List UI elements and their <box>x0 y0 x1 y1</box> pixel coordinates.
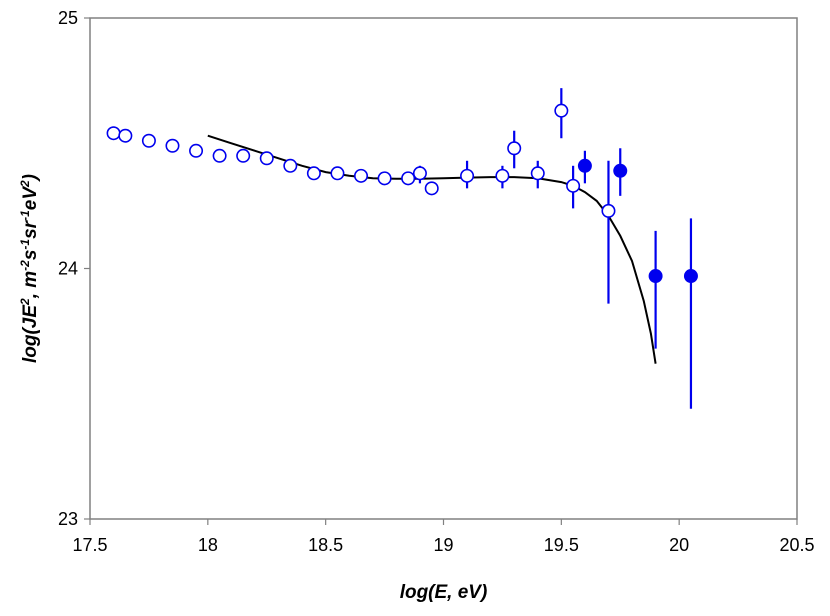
open-data-point <box>401 171 416 186</box>
open-data-point <box>212 148 227 163</box>
x-tick-label: 20 <box>669 535 689 555</box>
y-tick-label: 24 <box>58 259 78 279</box>
y-title-text: , m <box>20 271 41 300</box>
open-data-point <box>306 166 321 181</box>
y-axis-ticks: 23 24 25 <box>58 8 90 529</box>
y-axis-title: log(JE2, m-2s-1sr-1eV2) <box>18 174 41 363</box>
y-title-text: eV <box>20 186 41 211</box>
fit-curve-group <box>207 134 657 364</box>
open-data-point <box>165 138 180 153</box>
open-data-point <box>601 203 616 218</box>
x-tick-label: 18.5 <box>308 535 343 555</box>
open-data-point <box>460 168 475 183</box>
filled-data-point <box>613 163 628 178</box>
open-data-point <box>330 166 345 181</box>
open-data-point <box>236 148 251 163</box>
y-tick-label: 25 <box>58 8 78 28</box>
open-data-point <box>106 126 121 141</box>
fit-curve <box>207 134 657 364</box>
y-title-text: log(JE <box>20 304 41 363</box>
x-axis-title: log(E, eV) <box>400 582 488 603</box>
x-tick-label: 19 <box>433 535 453 555</box>
open-data-point <box>141 133 156 148</box>
y-tick-label: 23 <box>58 509 78 529</box>
x-tick-label: 18 <box>198 535 218 555</box>
filled-data-point <box>577 158 592 173</box>
y-title-superscript: -1 <box>18 239 32 250</box>
y-title-superscript: -1 <box>18 210 32 221</box>
open-data-point <box>412 166 427 181</box>
y-title-text: s <box>20 250 41 261</box>
open-data-point <box>377 171 392 186</box>
open-data-point <box>566 178 581 193</box>
y-title-superscript: 2 <box>18 298 32 306</box>
open-data-point <box>118 128 133 143</box>
open-data-point <box>495 168 510 183</box>
data-markers <box>106 103 698 284</box>
open-data-point <box>554 103 569 118</box>
open-data-point <box>283 158 298 173</box>
filled-data-point <box>648 269 663 284</box>
open-data-point <box>530 166 545 181</box>
y-title-superscript: -2 <box>18 260 32 271</box>
filled-data-point <box>683 269 698 284</box>
open-data-point <box>507 141 522 156</box>
plot-area <box>90 18 797 519</box>
y-title-superscript: 2 <box>18 180 32 188</box>
x-tick-label: 19.5 <box>544 535 579 555</box>
open-data-point <box>189 143 204 158</box>
x-axis-ticks: 17.5 18 18.5 19 19.5 20 20.5 <box>72 519 815 555</box>
x-tick-label: 20.5 <box>779 535 814 555</box>
x-tick-label: 17.5 <box>72 535 107 555</box>
open-data-point <box>424 181 439 196</box>
open-data-point <box>354 168 369 183</box>
y-title-text: sr <box>20 219 41 239</box>
y-title-text: ) <box>20 174 41 182</box>
open-data-point <box>259 151 274 166</box>
